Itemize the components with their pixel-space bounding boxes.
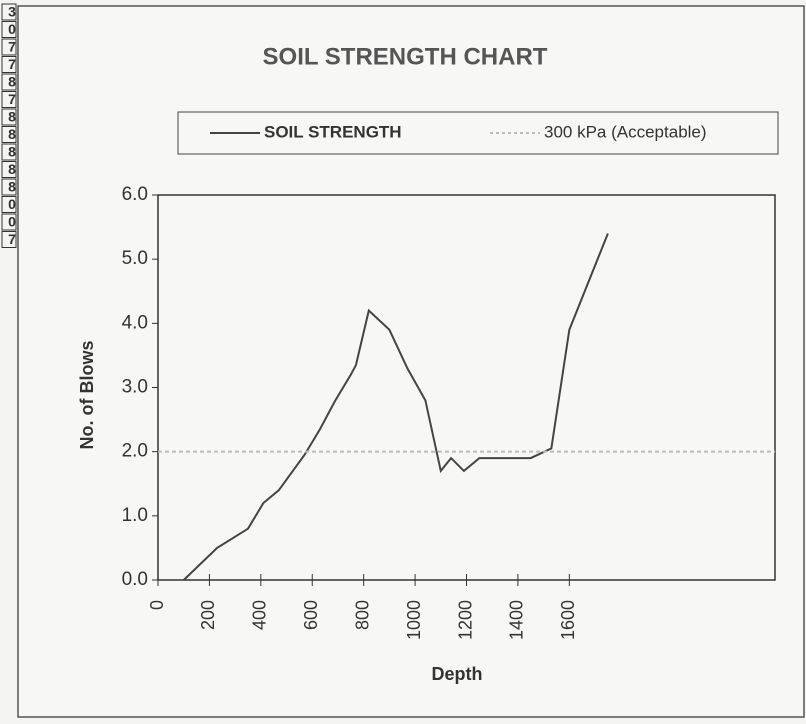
- x-tick-label: 600: [301, 600, 321, 630]
- side-cell-text: 7: [8, 91, 16, 107]
- side-cell-text: 0: [8, 196, 16, 212]
- side-cell: [1, 91, 17, 108]
- side-cell-text: 8: [8, 126, 16, 142]
- side-cell: [1, 73, 17, 91]
- side-cell-text: 8: [8, 161, 16, 177]
- side-cell: [1, 38, 17, 56]
- chart-frame: [17, 5, 805, 718]
- chart-title: SOIL STRENGTH CHART: [263, 43, 548, 70]
- y-tick-label: 1.0: [122, 505, 148, 526]
- side-cell: [1, 108, 17, 126]
- side-cell: [1, 143, 17, 161]
- side-cell-text: 0: [8, 21, 16, 37]
- side-cell-text: 7: [8, 56, 16, 72]
- side-cell: [1, 3, 17, 21]
- y-tick-label: 4.0: [122, 312, 148, 333]
- side-cell-text: 7: [8, 231, 16, 247]
- side-cell: [1, 213, 17, 231]
- x-tick-label: 1200: [455, 600, 475, 640]
- legend-label: SOIL STRENGTH: [264, 122, 402, 141]
- y-axis-label: No. of Blows: [77, 341, 97, 450]
- x-tick-label: 200: [198, 600, 218, 630]
- side-cell: [1, 161, 17, 178]
- x-tick-label: 800: [352, 600, 372, 630]
- legend-label: 300 kPa (Acceptable): [544, 122, 707, 141]
- x-axis-label: Depth: [432, 664, 483, 684]
- y-tick-label: 5.0: [122, 248, 148, 269]
- y-tick-label: 6.0: [122, 184, 148, 205]
- y-tick-label: 2.0: [122, 441, 148, 462]
- side-cell: [1, 231, 17, 248]
- side-cell-text: 0: [8, 214, 16, 230]
- side-cell-text: 8: [8, 144, 16, 160]
- side-cell-text: 8: [8, 179, 16, 195]
- side-cell: [1, 196, 17, 213]
- side-cell: [1, 178, 17, 196]
- side-cell-text: 8: [8, 74, 16, 90]
- data-line: [183, 233, 609, 581]
- x-tick-label: 0: [147, 600, 167, 610]
- x-tick-label: 1600: [558, 600, 578, 640]
- legend-box: [177, 111, 779, 155]
- side-cell: [1, 56, 17, 73]
- x-tick-label: 1400: [507, 600, 527, 640]
- y-tick-label: 0.0: [122, 569, 148, 590]
- x-tick-label: 1000: [404, 600, 424, 640]
- side-cell-text: 8: [8, 109, 16, 125]
- x-tick-label: 400: [250, 600, 270, 630]
- side-cell: [1, 21, 17, 38]
- side-cell: [1, 126, 17, 143]
- side-cell-text: 3: [8, 4, 16, 20]
- y-tick-label: 3.0: [122, 377, 148, 398]
- side-cell-text: 7: [8, 39, 16, 55]
